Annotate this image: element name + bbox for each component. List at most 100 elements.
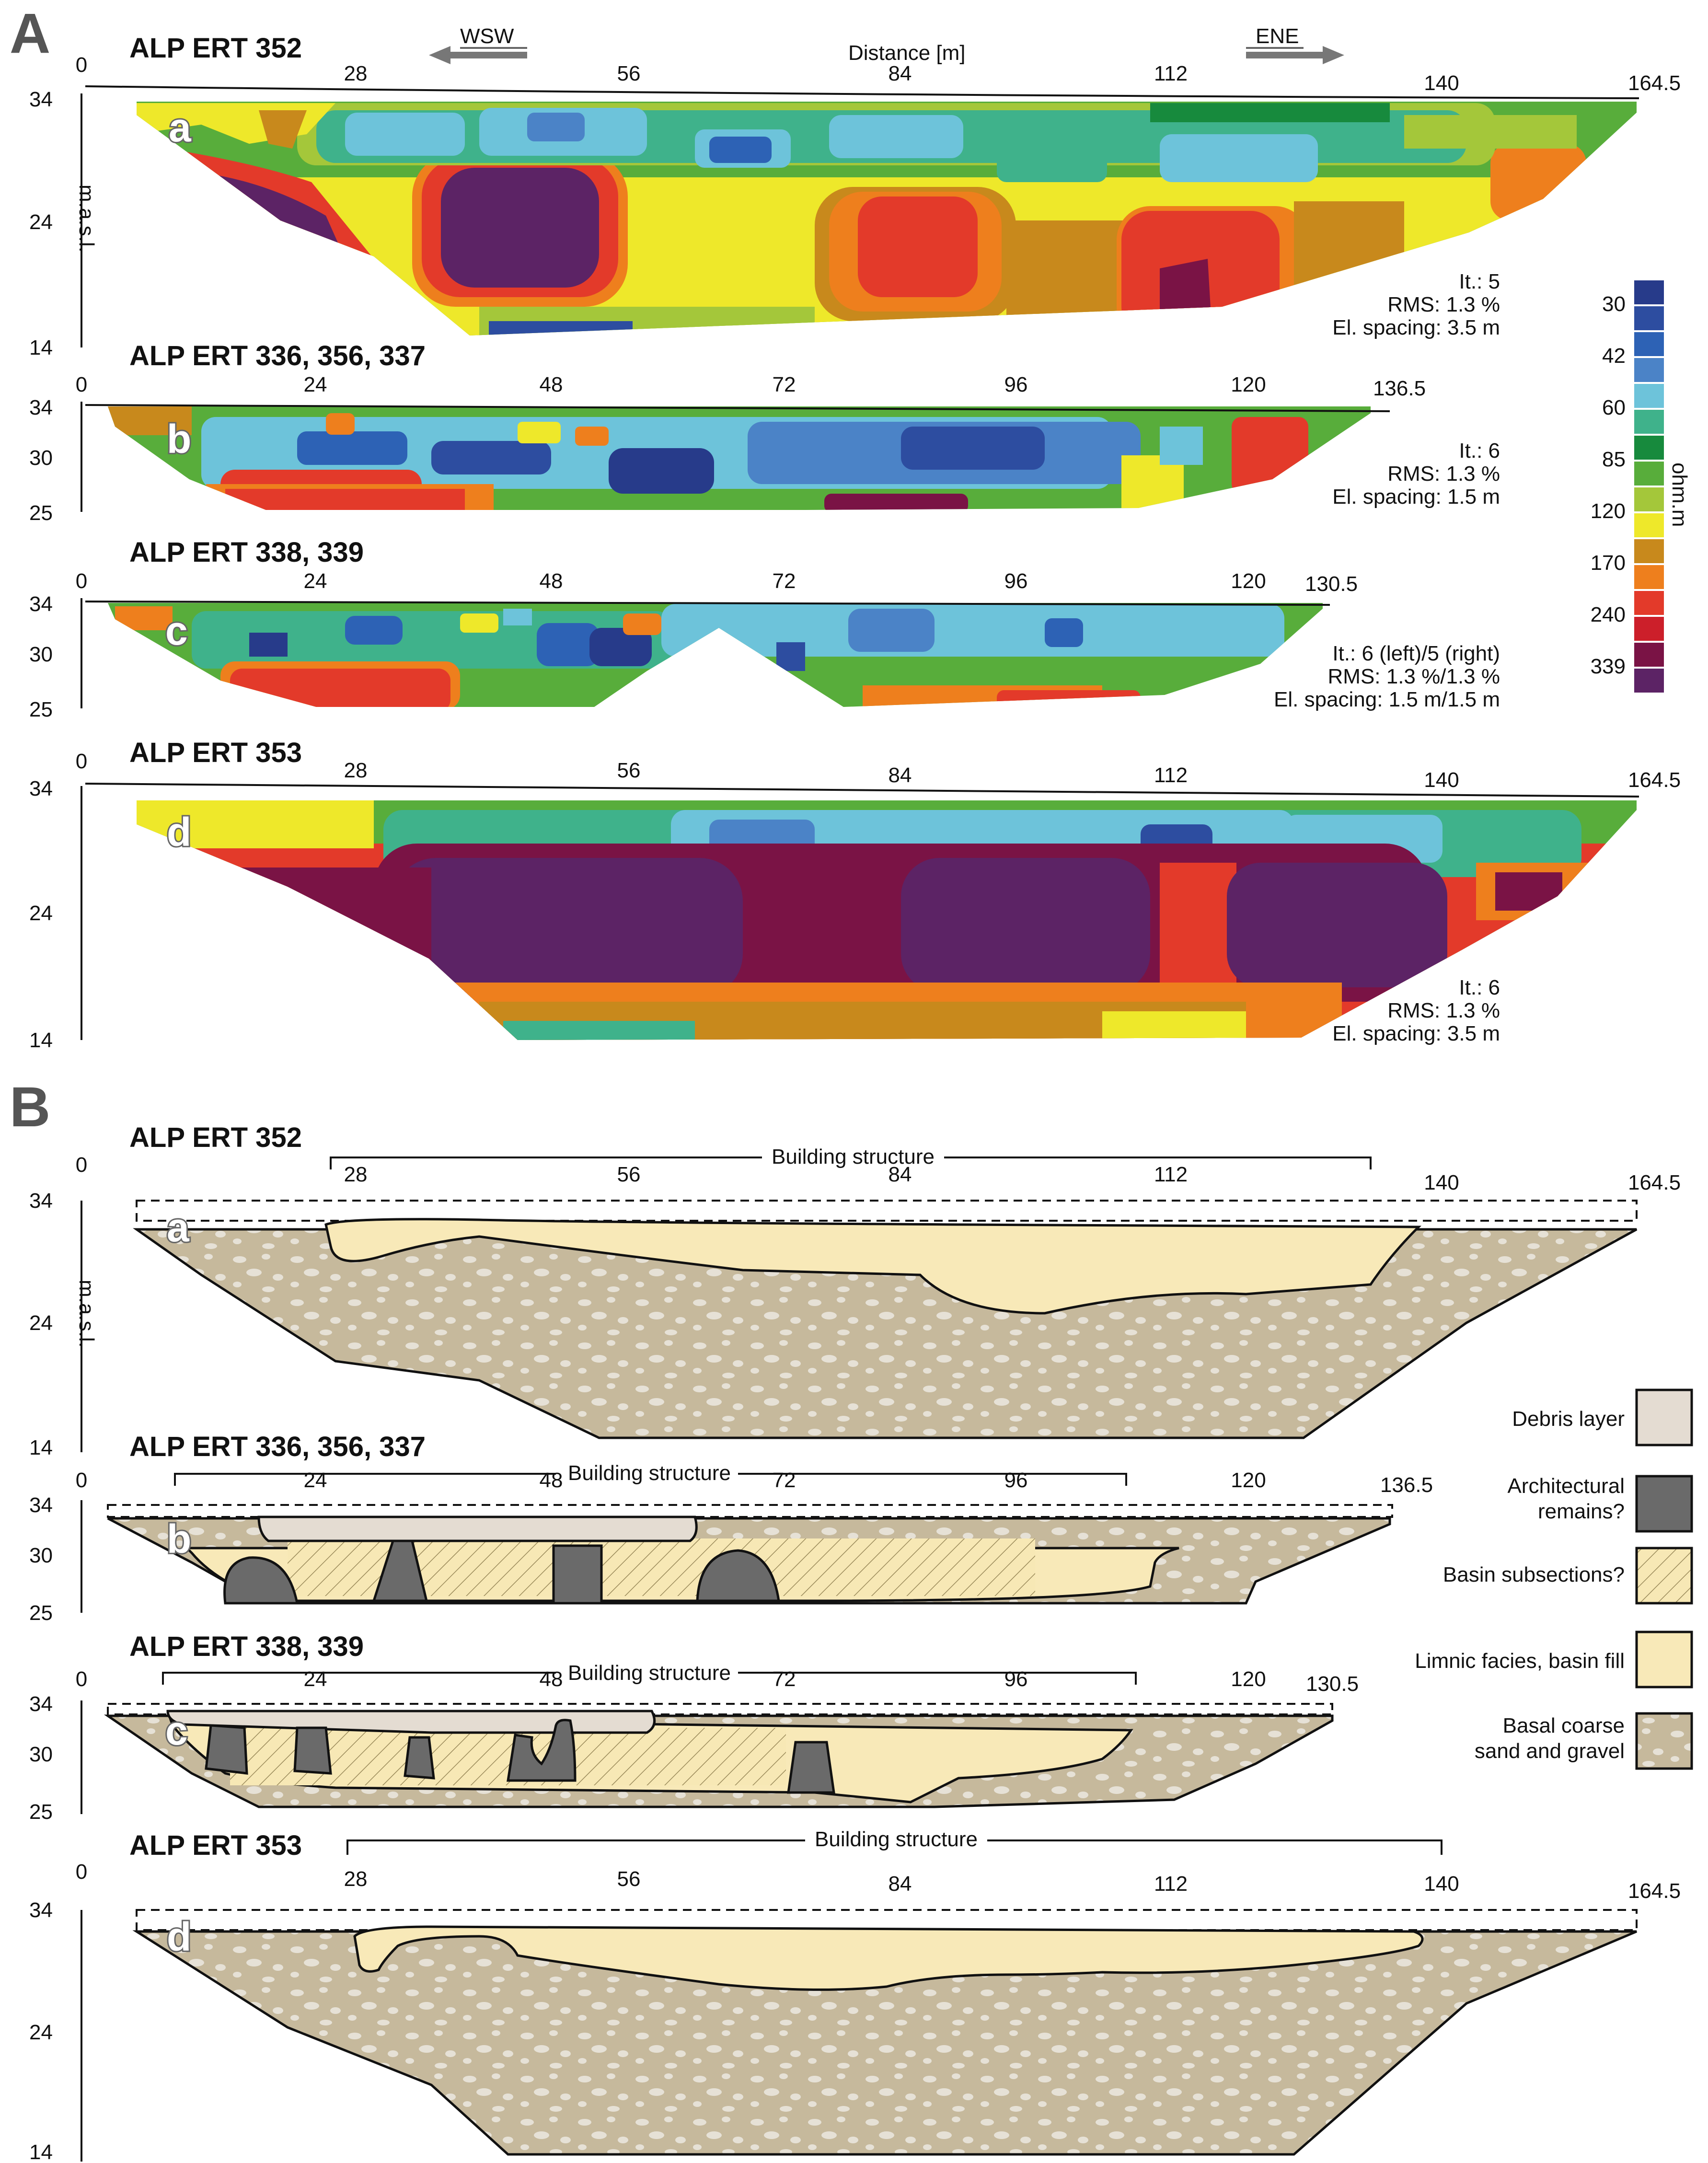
- ert-c-xtick-1: 24: [304, 569, 327, 593]
- ert-b-stat-spacing: El. spacing: 1.5 m: [1332, 485, 1500, 509]
- colorbar-swatch: [1634, 410, 1664, 434]
- interp-a-debris-dashed: [136, 1200, 1638, 1222]
- interp-c-xtick-4: 96: [1004, 1667, 1028, 1691]
- colorbar-swatch: [1634, 384, 1664, 408]
- colorbar-swatch: [1634, 462, 1664, 486]
- ert-d-title: ALP ERT 353: [129, 737, 302, 768]
- ert-c-stat-rms: RMS: 1.3 %/1.3 %: [1328, 665, 1500, 688]
- ert-a-ytick-0: 34: [29, 88, 53, 111]
- interp-b-xtick-0: 0: [76, 1469, 87, 1492]
- ert-d-stat-iterations: It.: 6: [1459, 976, 1500, 999]
- ert-c-xtick-3: 72: [773, 569, 796, 593]
- ert-d-xtick-4: 112: [1154, 763, 1188, 787]
- ert-a-letter: a: [169, 105, 192, 150]
- interp-b-xtick-3: 72: [773, 1469, 796, 1492]
- interp-d-xtick-5: 140: [1424, 1872, 1459, 1896]
- legend-label-debris: Debris layer: [1512, 1407, 1625, 1431]
- ert-a-stat-rms: RMS: 1.3 %: [1387, 293, 1500, 316]
- ert-c-title: ALP ERT 338, 339: [129, 537, 364, 568]
- legend-swatch-basal: [1635, 1712, 1693, 1770]
- ert-b-stat-iterations: It.: 6: [1459, 439, 1500, 463]
- legend-label-basin: Basin subsections?: [1443, 1563, 1625, 1586]
- ert-a-xtick-1: 28: [344, 62, 368, 85]
- interp-b-letter: b: [167, 1516, 191, 1562]
- interp-profile-c: ALP ERT 338, 339 Building structure 0 24…: [29, 1631, 1359, 1824]
- direction-wsw: WSW: [429, 24, 527, 64]
- ert-d-resistivity-field: [137, 800, 1637, 1040]
- ert-d-xtick-2: 56: [617, 759, 641, 782]
- panel-letter-a-section: A: [10, 2, 50, 65]
- legend-swatch-basin: [1635, 1547, 1693, 1605]
- interp-a-xtick-3: 84: [889, 1163, 912, 1186]
- colorbar-tick-label: 42: [1602, 344, 1626, 368]
- colorbar-swatch: [1634, 280, 1664, 304]
- colorbar-tick-label: 85: [1602, 448, 1626, 471]
- interp-c-arch-remain-4: [507, 1719, 577, 1782]
- interp-d-title: ALP ERT 353: [129, 1830, 302, 1861]
- panel-letter-b-section: B: [10, 1076, 50, 1139]
- interp-d-xtick-1: 28: [344, 1867, 368, 1891]
- interp-c-xtick-3: 72: [773, 1667, 796, 1691]
- interp-c-building-label: Building structure: [568, 1661, 731, 1685]
- legend-label-remains: remains?: [1538, 1500, 1625, 1523]
- colorbar-tick-label: 170: [1591, 551, 1626, 575]
- ert-b-ytick-0: 34: [29, 396, 53, 419]
- ert-a-xtick-0: 0: [76, 53, 87, 77]
- interp-c-arch-remain-3: [404, 1736, 435, 1780]
- interp-b-xtick-2: 48: [540, 1469, 563, 1492]
- ert-d-ytick-2: 14: [29, 1029, 53, 1052]
- ert-c-ytick-0: 34: [29, 592, 53, 616]
- colorbar-swatch: [1634, 591, 1664, 615]
- interp-c-ytick-0: 34: [29, 1692, 53, 1716]
- ert-d-xtick-3: 84: [889, 763, 912, 787]
- ert-d-letter: d: [167, 810, 191, 855]
- legend-label-basal-2: sand and gravel: [1475, 1739, 1625, 1763]
- colorbar-tick-label: 339: [1591, 655, 1626, 678]
- legend-label-limnic: Limnic facies, basin fill: [1415, 1649, 1625, 1673]
- interp-c-xtick-1: 24: [304, 1667, 327, 1691]
- ert-a-xtick-6: 164.5: [1628, 71, 1681, 95]
- ert-b-xtick-2: 48: [540, 373, 563, 396]
- direction-right-label: ENE: [1256, 24, 1299, 48]
- legend-label-architectural: Architectural: [1507, 1474, 1625, 1498]
- interp-a-ytick-0: 34: [29, 1189, 53, 1213]
- ert-b-xtick-6: 136.5: [1373, 377, 1426, 400]
- interp-c-xtick-5: 120: [1231, 1667, 1266, 1691]
- interp-d-gravel: [132, 1930, 1637, 2156]
- colorbar-tick-label: 120: [1591, 499, 1626, 523]
- interp-a-title: ALP ERT 352: [129, 1122, 302, 1153]
- ert-a-ytick-2: 14: [29, 336, 53, 359]
- arrow-left-icon: [429, 46, 527, 64]
- legend-label-basal-1: Basal coarse: [1503, 1714, 1625, 1737]
- ert-c-ytick-2: 25: [29, 698, 53, 721]
- interp-b-ytick-1: 30: [29, 1544, 53, 1567]
- interp-a-building-label: Building structure: [772, 1145, 935, 1168]
- ert-profile-d: ALP ERT 353 0 28 56 84: [29, 737, 1681, 1052]
- interp-d-xtick-0: 0: [76, 1860, 87, 1884]
- interp-d-debris-dashed: [136, 1909, 1638, 1931]
- ert-b-title: ALP ERT 336, 356, 337: [129, 340, 426, 371]
- direction-left-label: WSW: [460, 24, 514, 48]
- interp-b-arch-remain-4: [696, 1549, 780, 1602]
- interp-a-ytick-2: 14: [29, 1436, 53, 1459]
- colorbar-swatch: [1634, 643, 1664, 667]
- interp-a-elevation-label: m.a.s.l.: [75, 1280, 98, 1348]
- ert-c-xtick-0: 0: [76, 569, 87, 593]
- colorbar-swatch: [1634, 358, 1664, 382]
- interp-b-debris-dashed: [107, 1504, 1393, 1518]
- colorbar-tick-label: 60: [1602, 396, 1626, 419]
- interp-c-debris-dashed: [107, 1703, 1333, 1715]
- interp-a-xtick-1: 28: [344, 1163, 368, 1186]
- interp-d-limnic-fill: [353, 1925, 1424, 1991]
- ert-profile-b: ALP ERT 336, 356, 337 0 24 48 72 9: [29, 340, 1500, 525]
- interp-c-title: ALP ERT 338, 339: [129, 1631, 364, 1662]
- ert-d-stat-rms: RMS: 1.3 %: [1387, 999, 1500, 1022]
- ert-d-xtick-6: 164.5: [1628, 768, 1681, 792]
- interp-b-xtick-4: 96: [1004, 1469, 1028, 1492]
- ert-a-elevation-label: m.a.s.l.: [75, 185, 98, 253]
- interp-a-xtick-2: 56: [617, 1163, 641, 1186]
- ert-d-topography-line: [85, 783, 1639, 798]
- ert-c-xtick-2: 48: [540, 569, 563, 593]
- interp-b-ytick-0: 34: [29, 1493, 53, 1517]
